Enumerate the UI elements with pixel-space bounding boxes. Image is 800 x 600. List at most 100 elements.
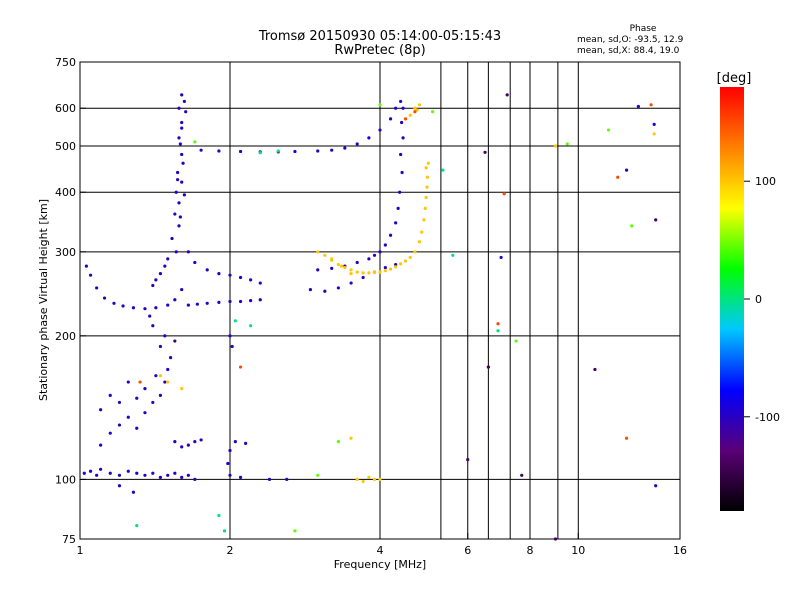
data-point [117, 473, 122, 477]
data-point [624, 168, 629, 172]
data-point [131, 490, 136, 494]
data-point [654, 484, 658, 488]
data-point [173, 471, 177, 475]
data-point [233, 440, 237, 444]
data-point [222, 529, 227, 533]
data-point [180, 93, 184, 97]
data-point [244, 441, 248, 445]
data-point [383, 265, 387, 270]
data-point [177, 106, 181, 110]
data-point [340, 264, 344, 268]
data-point [652, 132, 656, 136]
data-point [624, 436, 629, 440]
y-tick-label: 300 [55, 246, 76, 259]
data-point [205, 301, 209, 305]
colorbar-tick-label: -100 [755, 411, 780, 424]
data-point [258, 298, 262, 302]
data-point [496, 329, 500, 333]
data-point [330, 266, 334, 270]
data-point [226, 461, 230, 466]
data-point [238, 299, 243, 304]
data-point [394, 263, 398, 267]
data-point [649, 103, 653, 107]
data-point [143, 473, 147, 477]
data-point [238, 475, 243, 479]
data-point [355, 260, 359, 265]
x-tick-label: 6 [464, 544, 471, 557]
data-point [293, 149, 297, 154]
data-point [330, 148, 334, 152]
data-point [154, 306, 158, 310]
data-point [158, 344, 163, 349]
data-point [135, 426, 139, 430]
data-point [323, 289, 327, 293]
data-point [430, 110, 435, 114]
data-point [388, 233, 393, 237]
x-axis-label: Frequency [MHz] [334, 558, 426, 571]
data-point [117, 423, 122, 427]
data-point [323, 253, 327, 257]
data-point [181, 161, 185, 165]
data-point [143, 307, 147, 311]
data-point [514, 339, 518, 343]
data-point [399, 152, 403, 157]
data-point [349, 268, 353, 272]
data-point [355, 477, 359, 482]
data-point [466, 458, 470, 462]
data-point [367, 271, 371, 275]
data-point [88, 273, 93, 277]
data-point [394, 265, 398, 269]
data-point [238, 149, 243, 154]
data-point [178, 215, 182, 219]
data-point [383, 268, 387, 273]
data-point [166, 303, 170, 307]
data-point [249, 278, 253, 282]
data-point [378, 103, 382, 107]
data-point [158, 393, 163, 398]
data-point [151, 283, 155, 288]
data-point [496, 322, 500, 326]
data-point [173, 298, 177, 302]
data-point [372, 270, 377, 274]
x-tick-label: 1 [77, 544, 84, 557]
data-point [238, 365, 243, 369]
data-point [636, 104, 640, 109]
data-point [372, 477, 377, 482]
y-axis-label: Stationary phase Virtual Height [km] [37, 199, 50, 401]
data-point [343, 265, 347, 270]
data-point [173, 339, 177, 343]
data-point [99, 443, 103, 447]
data-point [88, 469, 93, 473]
data-point [499, 255, 503, 260]
data-point [378, 250, 382, 254]
data-point [606, 128, 611, 132]
data-point [276, 149, 280, 153]
data-point [158, 272, 163, 276]
data-point [483, 150, 487, 154]
data-point [173, 440, 177, 444]
data-point [423, 206, 427, 210]
data-point [336, 440, 340, 444]
data-point [143, 387, 147, 391]
data-point [163, 380, 167, 384]
x-tick-label: 2 [227, 544, 234, 557]
data-point [199, 148, 203, 152]
data-point [180, 445, 184, 449]
data-point [166, 257, 170, 261]
data-point [349, 281, 353, 285]
data-point [151, 471, 155, 475]
data-point [394, 106, 398, 110]
data-point [413, 250, 417, 254]
data-point [177, 201, 181, 205]
data-point [195, 302, 199, 306]
data-point [184, 110, 188, 114]
data-point [355, 270, 359, 274]
data-point [99, 408, 103, 412]
data-point [135, 524, 139, 528]
data-point [154, 374, 158, 378]
data-point [217, 149, 221, 153]
data-point [233, 319, 237, 323]
data-point [170, 236, 174, 241]
data-point [186, 250, 190, 254]
